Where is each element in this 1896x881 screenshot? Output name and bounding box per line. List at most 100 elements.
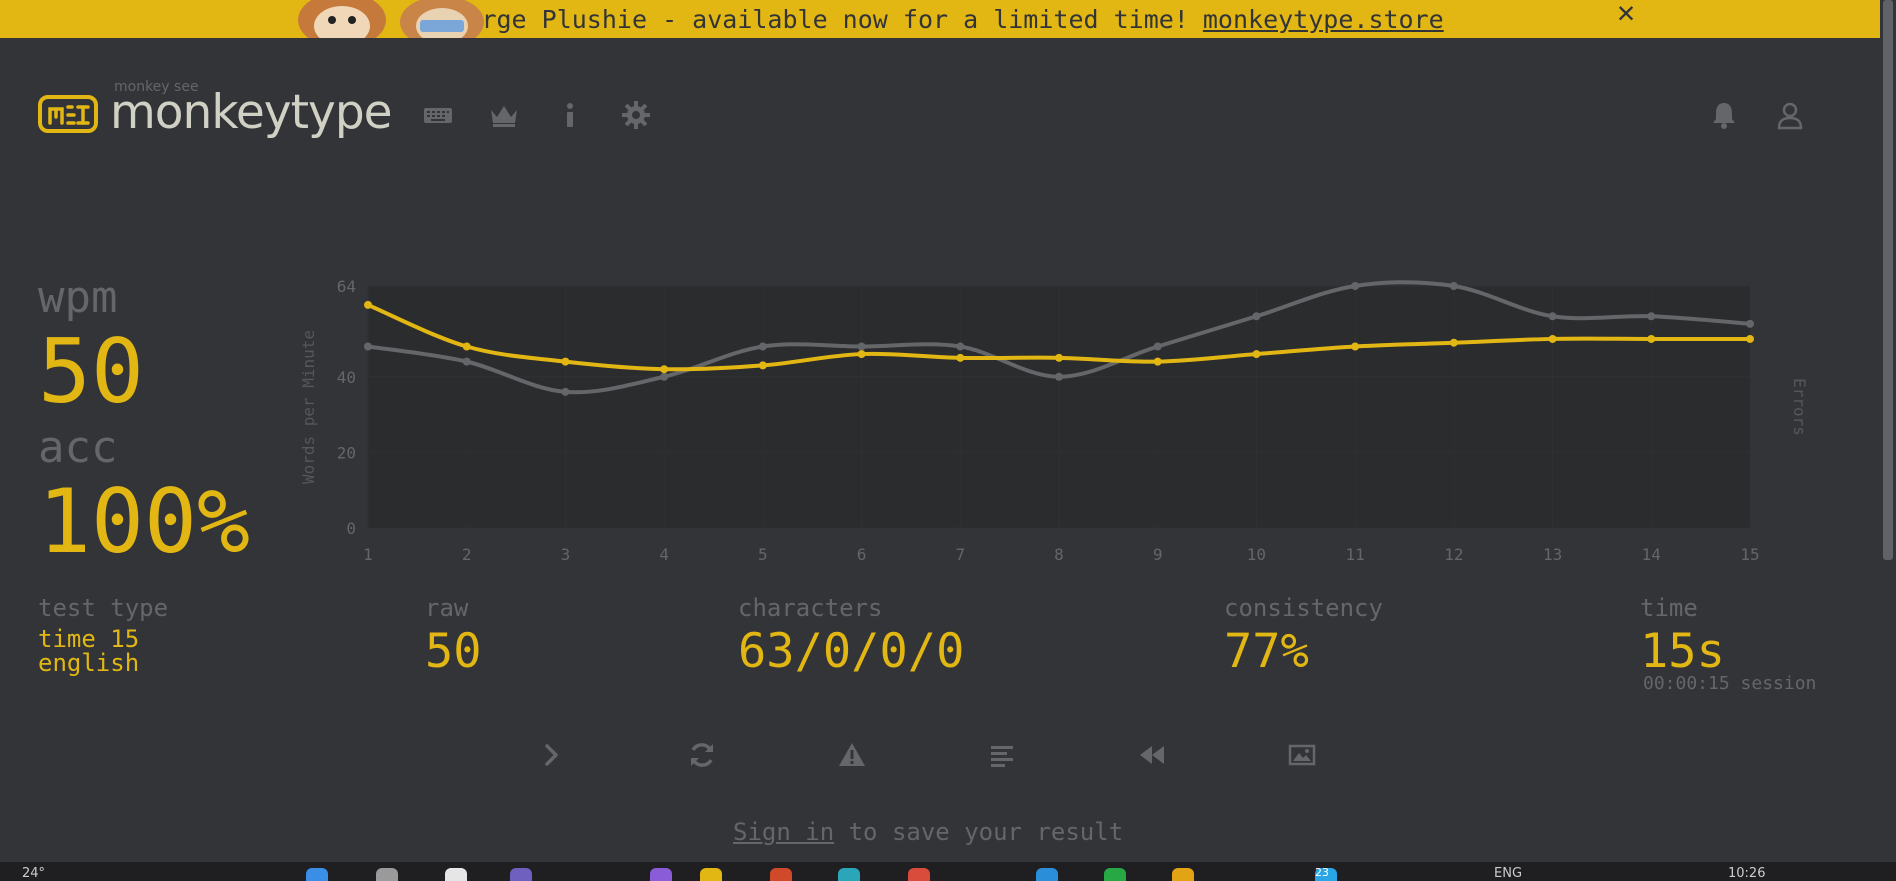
chart-x-tick-label: 13 (1543, 545, 1562, 564)
chart-point-wpm (1055, 353, 1063, 362)
chart-point-wpm (1647, 334, 1656, 343)
chart-y-tick-label: 64 (337, 277, 356, 296)
chart-point-raw (1449, 282, 1458, 290)
chart-point-wpm (1548, 334, 1557, 343)
chart-x-tick-label: 9 (1153, 545, 1163, 564)
chart-point-raw (1746, 319, 1754, 328)
close-icon[interactable]: ✕ (1617, 0, 1636, 30)
screenshot-icon[interactable] (1287, 740, 1317, 770)
chart-point-wpm (561, 357, 570, 366)
chart-y-axis-label: Words per Minute (299, 330, 318, 484)
keyboard-icon[interactable] (423, 100, 453, 130)
acc-label: acc (38, 422, 118, 473)
notification-badge: 23 (1315, 866, 1329, 879)
signin-link[interactable]: Sign in (733, 818, 835, 846)
chart-x-tick-label: 5 (758, 545, 768, 564)
chart-point-raw (956, 342, 965, 351)
characters-value: 63/0/0/0 (738, 624, 965, 679)
signin-text: to save your result (834, 818, 1124, 846)
plushie-image (298, 0, 484, 38)
signin-prompt: Sign in to save your result (733, 818, 1123, 846)
chart-y-tick-label: 40 (337, 368, 356, 387)
chart-point-wpm (956, 353, 965, 362)
chart-point-raw (1647, 312, 1656, 321)
language-indicator[interactable]: ENG (1494, 866, 1523, 881)
chart-x-tick-label: 12 (1444, 545, 1463, 564)
logo-tagline: monkey see (114, 79, 199, 95)
time-label: time (1640, 594, 1698, 622)
banner-store-link[interactable]: monkeytype.store (1202, 4, 1444, 34)
chart-point-raw (660, 372, 669, 381)
taskbar-clock[interactable]: 10:26 (1728, 866, 1766, 881)
monkeytype-logo-icon[interactable] (38, 95, 98, 133)
wpm-label: wpm (38, 272, 118, 323)
chart-point-raw (462, 357, 471, 366)
words-history-icon[interactable] (987, 740, 1017, 770)
chart-x-tick-label: 2 (462, 545, 472, 564)
restart-icon[interactable] (687, 740, 717, 770)
app-icon[interactable] (908, 868, 930, 881)
test-type-language: english (38, 649, 140, 677)
report-icon[interactable] (837, 740, 867, 770)
chart-x-tick-label: 1 (363, 545, 373, 564)
chart-point-wpm (1449, 338, 1458, 347)
search-icon[interactable] (376, 868, 398, 881)
chart-point-raw (1153, 342, 1162, 351)
app-icon[interactable] (1036, 868, 1058, 881)
chart-x-tick-label: 10 (1247, 545, 1266, 564)
gear-icon[interactable] (621, 100, 651, 130)
scrollbar-thumb[interactable] (1883, 0, 1893, 560)
chart-point-raw (1252, 312, 1261, 321)
app-icon[interactable] (838, 868, 860, 881)
test-type-label: test type (38, 594, 169, 622)
taskbar (0, 862, 1896, 881)
app-icon[interactable] (1315, 868, 1337, 881)
chart-x-tick-label: 15 (1740, 545, 1759, 564)
acc-value: 100% (38, 470, 250, 573)
crown-icon[interactable] (489, 100, 519, 130)
chart-x-tick-label: 4 (659, 545, 669, 564)
chart-y-tick-label: 0 (346, 519, 356, 538)
app-icon[interactable] (510, 868, 532, 881)
consistency-value: 77% (1224, 624, 1309, 679)
wpm-value: 50 (38, 320, 144, 423)
chart-point-raw (1055, 372, 1063, 381)
chart-x-tick-label: 3 (561, 545, 571, 564)
chart-point-raw (857, 342, 866, 351)
session-time: 00:00:15 session (1643, 673, 1817, 694)
chart-x-tick-label: 14 (1642, 545, 1661, 564)
chart-point-wpm (758, 361, 767, 370)
chart-point-wpm (1746, 334, 1754, 343)
replay-icon[interactable] (1137, 740, 1167, 770)
info-icon[interactable] (555, 100, 585, 130)
next-test-icon[interactable] (537, 740, 567, 770)
start-icon[interactable] (306, 868, 328, 881)
taskbar-weather[interactable]: 24° (22, 866, 46, 881)
chart-x-tick-label: 11 (1346, 545, 1365, 564)
promo-banner: George Plushie - available now for a lim… (0, 0, 1880, 38)
taskview-icon[interactable] (445, 868, 467, 881)
app-icon[interactable] (1104, 868, 1126, 881)
banner-text: George Plushie - available now for a lim… (436, 4, 1189, 34)
raw-label: raw (425, 594, 469, 622)
file-explorer-icon[interactable] (700, 868, 722, 881)
user-icon[interactable] (1775, 100, 1805, 130)
chart-x-tick-label: 6 (857, 545, 867, 564)
chart-point-raw (1548, 312, 1557, 321)
chart-point-wpm (462, 342, 471, 351)
test-type-mode: time 15 (38, 625, 140, 653)
chart-point-wpm (660, 365, 669, 374)
chart-x-tick-label: 7 (955, 545, 965, 564)
bell-icon[interactable] (1709, 100, 1739, 130)
characters-label: characters (738, 594, 883, 622)
consistency-label: consistency (1224, 594, 1383, 622)
app-icon[interactable] (650, 868, 672, 881)
chart-y2-axis-label: Errors (1790, 378, 1809, 436)
logo-text[interactable]: monkeytype (110, 85, 393, 140)
chart-point-raw (1351, 282, 1360, 290)
chart-y-tick-label: 20 (337, 443, 356, 462)
app-icon[interactable] (770, 868, 792, 881)
chart-point-wpm (1351, 342, 1360, 351)
chrome-icon[interactable] (1172, 868, 1194, 881)
